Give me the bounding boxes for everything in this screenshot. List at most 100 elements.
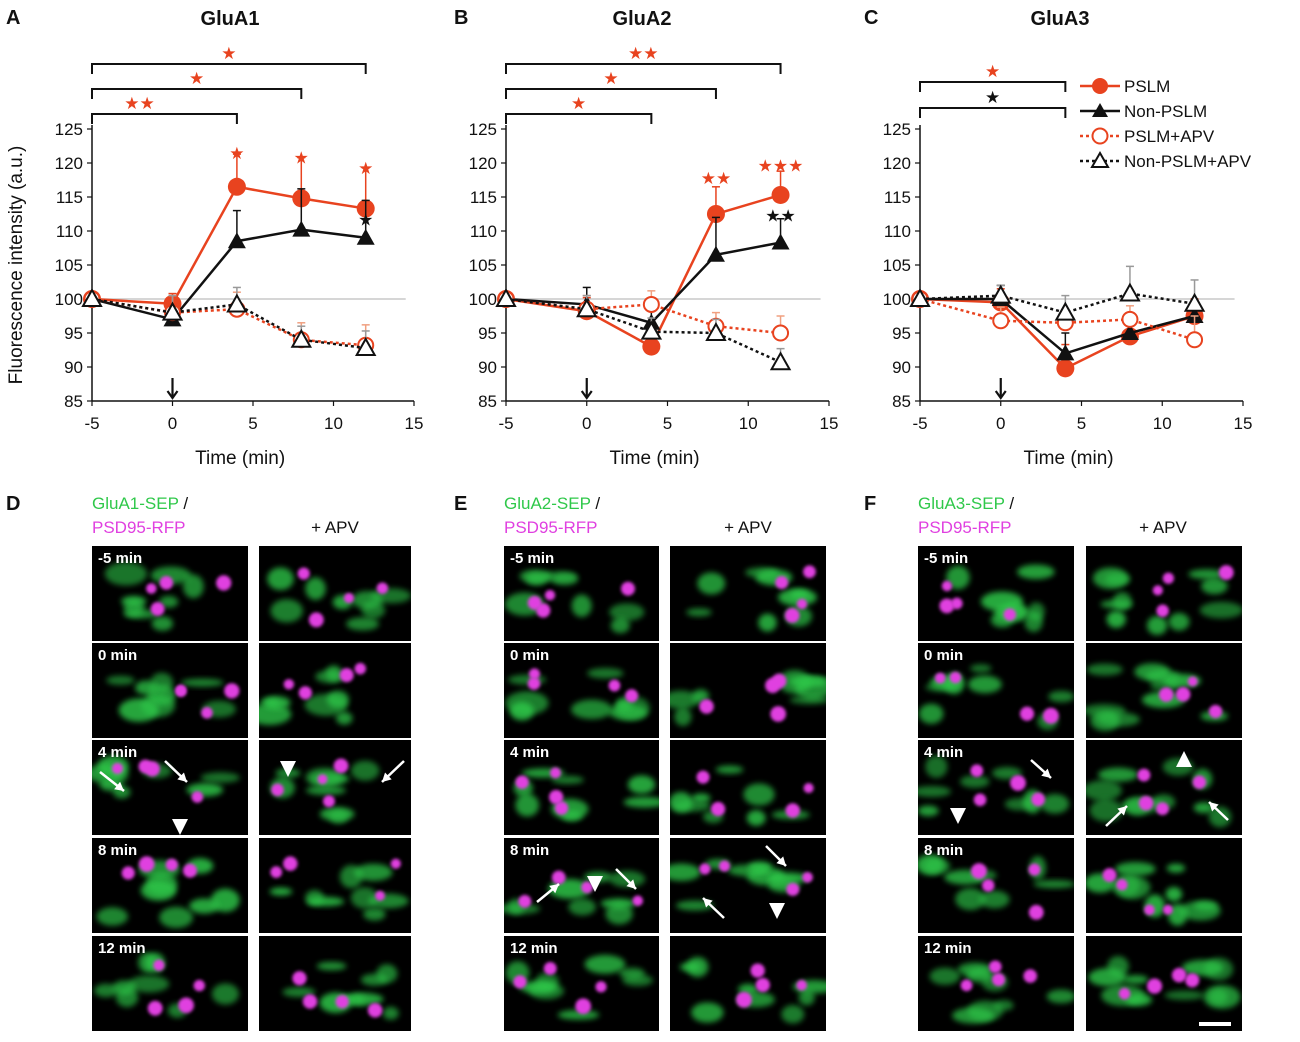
- data-point: [292, 220, 311, 237]
- sig-bracket: [919, 81, 1067, 92]
- dendrite-signal: [305, 890, 324, 906]
- micrograph-tile: [259, 936, 411, 1031]
- annotation-arrow: [536, 883, 560, 903]
- dendrite-signal: [304, 693, 348, 716]
- data-point: [990, 284, 1012, 304]
- dendrite-signal: [1188, 569, 1225, 580]
- dendrite-signal: [507, 674, 547, 685]
- psd95-punctum: [165, 858, 178, 871]
- psd95-punctum: [376, 582, 389, 594]
- data-point: [354, 336, 377, 356]
- sig-stars: ★: [189, 69, 204, 89]
- dendrite-signal: [691, 793, 711, 803]
- data-point: [771, 233, 790, 250]
- psd95-punctum: [802, 871, 813, 883]
- dendrite-signal: [1092, 567, 1129, 589]
- point-stars: ★: [358, 210, 373, 230]
- x-tick-label: 0: [582, 414, 591, 433]
- micrograph-tile: [670, 740, 826, 835]
- data-point: [81, 287, 103, 307]
- dendrite-signal: [1089, 799, 1123, 822]
- psd95-punctum: [973, 793, 987, 807]
- arrow-head: [549, 884, 559, 894]
- dendrite-signal: [339, 865, 363, 889]
- series-line: [919, 292, 1195, 314]
- dendrite-signal: [955, 888, 986, 911]
- micrograph-tile: [1086, 546, 1242, 641]
- micrograph-tile: 0 min: [504, 643, 659, 738]
- tile-content: [505, 954, 653, 1020]
- micrograph-tile: [670, 643, 826, 738]
- dendrite-signal: [106, 675, 135, 686]
- psd95-punctum: [1003, 608, 1017, 621]
- dendrite-signal: [354, 863, 393, 881]
- tile-content: [679, 956, 826, 1024]
- dendrite-signal: [1147, 615, 1168, 636]
- dendrite-signal: [519, 980, 557, 994]
- sig-bracket: [505, 63, 782, 74]
- psd95-punctum: [934, 672, 946, 684]
- psd95-punctum: [1042, 707, 1059, 724]
- dendrite-signal: [674, 707, 692, 727]
- psd95-punctum: [283, 856, 298, 871]
- micrograph-tile: [670, 838, 826, 933]
- stim-arrow-head: [580, 390, 593, 400]
- psd95-punctum: [770, 706, 787, 722]
- dendrite-signal: [670, 690, 700, 709]
- psd95-punctum: [1144, 904, 1155, 916]
- psd95-punctum: [988, 960, 1002, 974]
- y-tick-label: 105: [883, 256, 911, 275]
- annotation-arrowhead: [1176, 751, 1192, 767]
- dendrite-signal: [778, 588, 817, 606]
- data-point: [226, 293, 248, 313]
- micrograph-tile: [259, 643, 411, 738]
- point-stars: ★★: [701, 169, 731, 189]
- dendrite-signal: [509, 701, 534, 721]
- dendrite-signal: [616, 699, 633, 711]
- psd95-punctum: [354, 662, 367, 675]
- psd95-punctum: [1023, 969, 1038, 983]
- time-label: 8 min: [98, 842, 137, 859]
- data-point: [640, 320, 663, 340]
- dendrite-signal: [686, 608, 712, 617]
- y-axis-label: Fluorescence intensity (a.u.): [6, 146, 27, 385]
- time-label: 4 min: [98, 744, 137, 761]
- apv-label-f: + APV: [1139, 518, 1187, 537]
- psd95-punctum: [785, 803, 800, 818]
- series-non-pslm-apv: [909, 265, 1206, 321]
- y-tick-label: 110: [884, 222, 911, 241]
- time-label: 0 min: [924, 647, 963, 664]
- time-label: 12 min: [98, 940, 146, 957]
- time-label: 8 min: [924, 842, 963, 859]
- dendrite-signal: [929, 967, 961, 985]
- psd95-punctum: [298, 686, 312, 700]
- annotation-arrowhead: [950, 808, 966, 824]
- psd95-punctum: [270, 866, 283, 879]
- dendrite-signal: [140, 880, 177, 901]
- dendrite-signal: [319, 807, 355, 821]
- dendrite-signal: [346, 617, 380, 631]
- psd95-punctum: [784, 608, 800, 623]
- psd95-punctum: [548, 789, 564, 805]
- time-label: -5 min: [510, 550, 554, 567]
- annotation-arrowhead: [769, 903, 785, 919]
- time-label: 0 min: [510, 647, 549, 664]
- dendrite-signal: [952, 1007, 995, 1024]
- psd95-punctum: [796, 979, 807, 991]
- chart-glua3: GluA3 85 90 95 100 105 110 115 120 125 -5 0 5 10 15 Tim…: [883, 8, 1253, 469]
- dendrite-signal: [1193, 802, 1214, 814]
- legend-label-pslm-apv: PSLM+APV: [1124, 127, 1215, 146]
- legend-marker-pslm-apv: [1091, 127, 1109, 145]
- dendrite-signal: [557, 1009, 600, 1020]
- psd95-punctum: [608, 679, 621, 692]
- point-stars: ★: [294, 149, 309, 169]
- tile-content: [92, 755, 240, 803]
- y-tick-label: 120: [469, 154, 497, 173]
- psd95-punctum: [138, 759, 153, 774]
- data-point: [227, 232, 246, 249]
- psd95-punctum: [1218, 565, 1234, 580]
- psd95-punctum: [1138, 795, 1154, 811]
- micrograph-tile: 0 min: [92, 643, 248, 738]
- legend-label-non-pslm: Non-PSLM: [1124, 102, 1207, 121]
